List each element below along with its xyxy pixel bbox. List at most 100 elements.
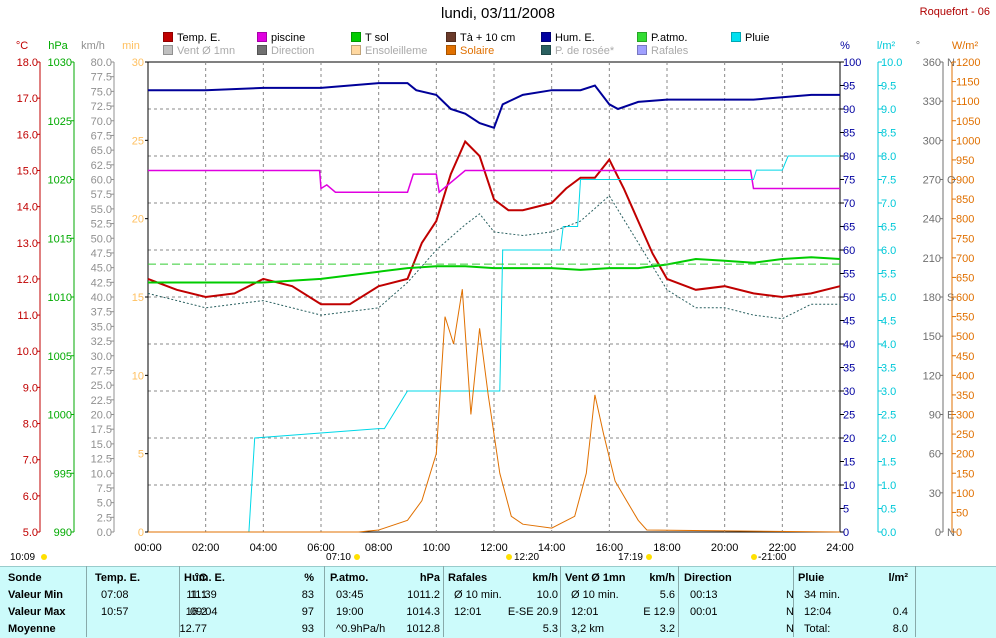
stats-cell-value: 1012.8: [406, 623, 440, 635]
wm2-axis-tick-label: 550: [956, 312, 974, 324]
sunrise-label: 07:10: [326, 552, 351, 563]
wm2-axis-tick-label: 1150: [956, 77, 980, 89]
time-tick-label: 10:00: [423, 542, 451, 554]
lm2-axis-tick-label: 1.5: [881, 457, 896, 469]
kmh-axis-tick-label: 37.5: [91, 307, 112, 319]
legend-item: P. de rosée*: [541, 45, 614, 57]
legend-label: Ensoleilleme: [365, 45, 428, 57]
legend-swatch: [257, 32, 267, 42]
wm2-axis-tick-label: 0: [956, 527, 962, 539]
stats-cell-value: 93: [301, 623, 314, 635]
stats-cell-sub: 00:01: [690, 606, 718, 618]
legend-item: Rafales: [637, 45, 688, 57]
wm2-axis-tick-label: 1000: [956, 135, 980, 147]
stats-cell-sub: 10:57: [101, 606, 129, 618]
min-axis-tick-label: 30: [132, 57, 144, 69]
stats-cell-value: 10.0: [536, 589, 558, 601]
degc-axis-tick-label: 8.0: [23, 419, 38, 431]
legend-item: T sol: [351, 32, 389, 44]
lm2-axis-tick-label: 10.0: [881, 57, 902, 69]
kmh-axis-tick-label: 22.5: [91, 395, 112, 407]
legend-item: P.atmo.: [637, 32, 688, 44]
time-tick-label: 22:00: [769, 542, 797, 554]
min-axis-tick-label: 15: [132, 292, 144, 304]
axis-unit-pct: %: [840, 40, 850, 52]
hpa-axis-tick-label: 1000: [48, 410, 72, 422]
degc-axis-tick-label: 14.0: [17, 202, 38, 214]
kmh-axis-tick-label: 55.0: [91, 204, 112, 216]
stats-header-unit: hPa: [419, 572, 440, 584]
kmh-axis-tick-label: 62.5: [91, 160, 112, 172]
series-line: [148, 256, 841, 284]
hpa-axis-tick-label: 1020: [48, 175, 72, 187]
hpa-axis-tick-label: 1025: [48, 116, 72, 128]
time-tick-label: 06:00: [307, 542, 335, 554]
legend-item: Tà + 10 cm: [446, 32, 515, 44]
min-axis-tick-label: 5: [138, 449, 144, 461]
deg-axis-tick-label: 120: [923, 370, 941, 382]
series-line: [148, 289, 841, 533]
station-name: Roquefort - 06: [919, 6, 990, 18]
stats-cell-value: 83: [301, 589, 314, 601]
legend-swatch: [163, 32, 173, 42]
dir-tick-label: S: [947, 292, 954, 304]
wm2-axis-tick-label: 650: [956, 272, 974, 284]
legend-swatch: [257, 45, 267, 55]
wm2-axis-tick-label: 300: [956, 410, 974, 422]
wm2-axis-tick-label: 450: [956, 351, 974, 363]
stats-cell-sub: 00:13: [690, 589, 718, 601]
time-tick-label: 20:00: [711, 542, 739, 554]
time-tick-label: 24:00: [826, 542, 854, 554]
kmh-axis-tick-label: 25.0: [91, 380, 112, 392]
pct-axis-tick-label: 50: [843, 292, 855, 304]
hpa-axis-tick-label: 1005: [48, 351, 72, 363]
kmh-axis-tick-label: 50.0: [91, 233, 112, 245]
pct-axis-tick-label: 90: [843, 104, 855, 116]
stats-cell-sub: 03:45: [336, 589, 364, 601]
wm2-axis-tick-label: 1100: [956, 96, 980, 108]
chart-svg: 5.0 6.0 7.0 8.0 9.0 10.0 11.0 12.0 13.0 14.0 15.0 1…: [10, 40, 980, 563]
stats-cell-sub: Ø 10 min.: [571, 589, 619, 601]
stats-cell-value: 5.3: [542, 623, 558, 635]
legend-swatch: [731, 32, 741, 42]
stats-header: Vent Ø 1mn: [565, 572, 626, 584]
stats-header: Hum. E.: [184, 572, 225, 584]
kmh-axis-tick-label: 32.5: [91, 336, 112, 348]
kmh-axis-tick-label: 65.0: [91, 145, 112, 157]
legend-item: Vent Ø 1mn: [163, 45, 235, 57]
stats-cell-sub: 12:04: [804, 606, 832, 618]
lm2-axis-tick-label: 4.0: [881, 339, 896, 351]
stats-cell-sub: Ø 10 min.: [454, 589, 502, 601]
stats-cell-value: 1014.3: [406, 606, 440, 618]
lm2-axis-tick-label: 6.5: [881, 222, 896, 234]
hpa-axis-tick-label: 990: [54, 527, 72, 539]
kmh-axis-tick-label: 15.0: [91, 439, 112, 451]
stats-panel: [0, 566, 996, 638]
kmh-axis-tick-label: 2.5: [97, 512, 112, 524]
legend-label: Hum. E.: [555, 32, 595, 44]
kmh-axis-tick-label: 57.5: [91, 189, 112, 201]
hpa-axis-tick-label: 1015: [48, 233, 72, 245]
lm2-axis-tick-label: 3.0: [881, 386, 896, 398]
min-axis-tick-label: 0: [138, 527, 144, 539]
wm2-axis-tick-label: 150: [956, 468, 974, 480]
deg-axis-tick-label: 150: [923, 331, 941, 343]
wm2-axis-tick-label: 50: [956, 507, 968, 519]
legend-label: piscine: [271, 32, 306, 44]
lm2-axis-tick-label: 1.0: [881, 480, 896, 492]
legend-item: Direction: [257, 45, 314, 57]
wm2-axis-tick-label: 250: [956, 429, 974, 441]
stats-cell-value: N: [786, 606, 794, 618]
sunset-label: 17:19: [618, 552, 643, 563]
panel-divider: [678, 566, 679, 637]
lm2-axis-tick-label: 9.0: [881, 104, 896, 116]
pct-axis-tick-label: 30: [843, 386, 855, 398]
pct-axis-tick-label: 100: [843, 57, 861, 69]
pct-axis-tick-label: 55: [843, 269, 855, 281]
pct-axis-tick-label: 25: [843, 410, 855, 422]
stats-header-unit: %: [304, 572, 314, 584]
kmh-axis-tick-label: 0.0: [97, 527, 112, 539]
time-tick-label: 02:00: [192, 542, 220, 554]
kmh-axis-tick-label: 72.5: [91, 101, 112, 113]
lm2-axis-tick-label: 7.5: [881, 175, 896, 187]
